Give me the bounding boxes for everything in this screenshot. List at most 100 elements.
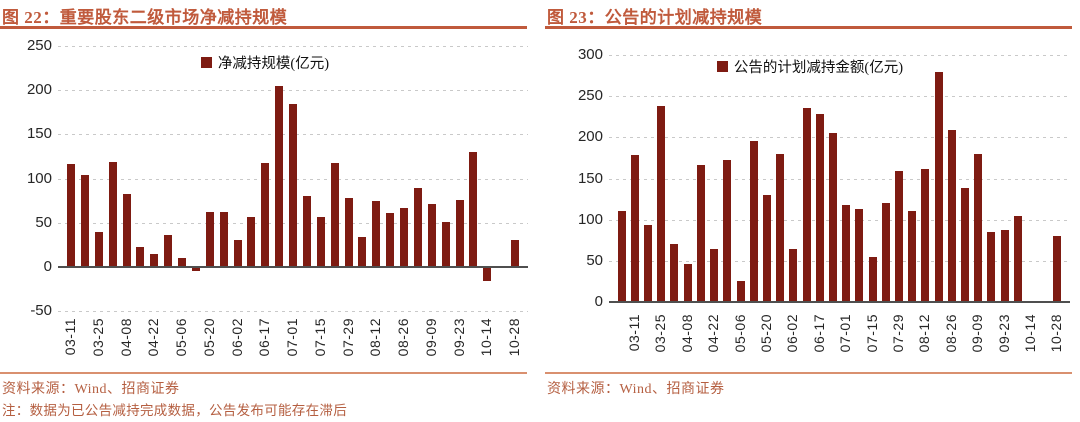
data-bar bbox=[275, 85, 284, 267]
data-bar bbox=[934, 71, 943, 302]
net-reduction-bar-chart: 净减持规模(亿元) 250 200 150 100 50 0 -50 03-11 03-25 04… bbox=[0, 32, 530, 372]
x-tick-label: 04-22 bbox=[705, 314, 721, 353]
x-tick-label: 05-06 bbox=[173, 318, 189, 357]
figure-title: 图 23：公告的计划减持规模 bbox=[547, 8, 763, 27]
data-bar bbox=[710, 248, 718, 302]
figure-title: 图 22：重要股东二级市场净减持规模 bbox=[2, 8, 288, 27]
data-bar bbox=[947, 129, 956, 302]
data-bar bbox=[908, 211, 917, 302]
data-bar bbox=[372, 200, 381, 267]
data-bar bbox=[1000, 229, 1009, 302]
legend-square-icon bbox=[716, 61, 728, 72]
data-bar bbox=[302, 196, 311, 267]
data-bar bbox=[441, 221, 450, 267]
data-bar bbox=[219, 212, 228, 267]
gridline bbox=[609, 96, 1070, 98]
data-bar bbox=[776, 153, 785, 302]
planned-reduction-bar-chart: 公告的计划减持金额(亿元) 300 250 200 150 100 50 0 03-11 03-… bbox=[545, 32, 1075, 372]
x-tick-label: 09-09 bbox=[422, 318, 439, 357]
x-tick-label: 03-25 bbox=[652, 314, 669, 353]
data-bar bbox=[344, 197, 353, 267]
x-tick-label: 10-14 bbox=[478, 318, 495, 357]
x-tick-label: 03-25 bbox=[89, 318, 106, 357]
data-bar bbox=[136, 247, 145, 267]
data-bar bbox=[233, 239, 242, 267]
data-bar bbox=[657, 106, 666, 302]
x-tick-label: 04-08 bbox=[117, 318, 134, 357]
data-bar bbox=[723, 159, 732, 302]
chart-legend: 公告的计划减持金额(亿元) bbox=[545, 56, 1075, 77]
data-bar bbox=[921, 168, 930, 302]
y-tick-label: 0 bbox=[594, 293, 603, 310]
data-bar bbox=[413, 188, 422, 267]
data-bar bbox=[736, 280, 745, 302]
x-tick-label: 03-11 bbox=[61, 318, 78, 356]
gridline bbox=[609, 260, 1070, 262]
data-bar bbox=[386, 213, 395, 267]
figure-bottom-border bbox=[545, 372, 1072, 374]
x-tick-label: 07-29 bbox=[889, 314, 906, 353]
x-tick-label: 09-23 bbox=[450, 318, 467, 357]
source-text: 资料来源：Wind、招商证券 bbox=[547, 382, 725, 397]
data-bar bbox=[1013, 216, 1022, 302]
data-bar bbox=[483, 266, 492, 281]
y-tick-label: 300 bbox=[577, 46, 603, 63]
data-bar bbox=[802, 107, 811, 302]
y-tick-label: 250 bbox=[26, 37, 52, 54]
x-tick-label: 09-23 bbox=[995, 314, 1012, 353]
x-axis-line bbox=[58, 265, 528, 268]
data-bar bbox=[828, 133, 837, 302]
data-bar bbox=[511, 240, 520, 267]
data-bar bbox=[80, 175, 89, 267]
legend-label: 净减持规模(亿元) bbox=[217, 56, 330, 72]
gridline bbox=[609, 55, 1070, 56]
data-bar bbox=[66, 163, 75, 267]
y-tick-label: 0 bbox=[43, 257, 52, 275]
data-bar bbox=[455, 199, 464, 267]
data-bar bbox=[247, 217, 256, 267]
x-tick-label: 05-06 bbox=[731, 314, 748, 353]
data-bar bbox=[696, 164, 705, 302]
x-tick-label: 08-12 bbox=[916, 314, 933, 353]
x-tick-label: 07-15 bbox=[863, 314, 880, 353]
figure-bottom-border bbox=[0, 372, 527, 374]
x-tick-label: 10-28 bbox=[1048, 314, 1065, 353]
data-bar bbox=[164, 235, 173, 267]
x-tick-label: 06-02 bbox=[228, 318, 245, 357]
x-tick-label: 08-12 bbox=[367, 318, 384, 357]
data-bar bbox=[815, 113, 824, 302]
data-bar bbox=[868, 256, 877, 302]
data-bar bbox=[789, 248, 798, 302]
data-bar bbox=[670, 244, 679, 302]
data-bar bbox=[469, 152, 478, 267]
x-tick-label: 06-02 bbox=[784, 314, 801, 353]
x-axis-line bbox=[609, 301, 1070, 303]
gridline bbox=[609, 137, 1070, 139]
gridline bbox=[609, 178, 1070, 180]
data-bar bbox=[94, 232, 103, 267]
data-bar bbox=[191, 266, 200, 272]
data-bar bbox=[358, 236, 367, 267]
data-bar bbox=[881, 203, 890, 302]
data-bar bbox=[630, 155, 639, 302]
y-tick-label: 100 bbox=[577, 210, 603, 228]
y-tick-label: 250 bbox=[577, 87, 603, 105]
data-bar bbox=[987, 232, 996, 302]
y-tick-label: 50 bbox=[35, 213, 52, 231]
x-tick-label: 04-08 bbox=[678, 314, 695, 353]
data-bar bbox=[150, 253, 159, 267]
x-tick-label: 08-26 bbox=[395, 318, 411, 357]
data-bar bbox=[644, 225, 652, 302]
data-bar bbox=[108, 161, 117, 267]
source-text: 资料来源：Wind、招商证券 bbox=[2, 382, 180, 397]
chart-legend: 净减持规模(亿元) bbox=[0, 52, 530, 73]
data-bar bbox=[617, 210, 626, 302]
x-tick-label: 07-01 bbox=[837, 314, 854, 353]
x-tick-label: 07-29 bbox=[339, 318, 356, 357]
note-text: 注：数据为已公告减持完成数据，公告发布可能存在滞后 bbox=[2, 403, 347, 418]
x-tick-label: 07-15 bbox=[311, 318, 328, 357]
x-tick-label: 08-26 bbox=[942, 314, 959, 353]
y-tick-label: -50 bbox=[30, 302, 52, 319]
data-bar bbox=[683, 264, 692, 302]
title-underline bbox=[545, 26, 1072, 29]
